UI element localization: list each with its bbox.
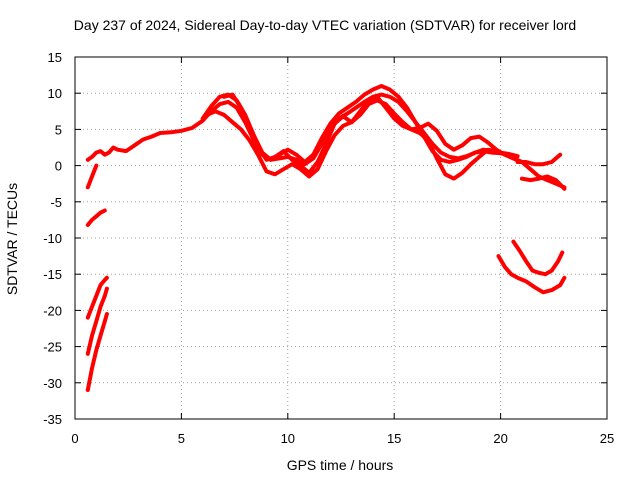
x-tick-label: 20 xyxy=(493,431,507,446)
grid xyxy=(75,57,607,419)
y-tick-label: -20 xyxy=(43,303,62,318)
series-track-9 xyxy=(85,275,109,320)
x-tick-label: 0 xyxy=(71,431,78,446)
series-track-7 xyxy=(85,163,99,190)
x-tick-label: 5 xyxy=(178,431,185,446)
series-track-10 xyxy=(85,286,109,356)
y-tick-label: 15 xyxy=(48,50,62,65)
y-tick-label: 10 xyxy=(48,86,62,101)
y-tick-label: 0 xyxy=(55,159,62,174)
x-tick-label: 10 xyxy=(281,431,295,446)
y-tick-label: -5 xyxy=(50,195,62,210)
series-track-13 xyxy=(511,239,565,277)
axis-ticks: 0 5 10 15 20 25 15 10 5 0 -5 -10 -15 -20 -25 -30 -35 xyxy=(43,50,614,446)
series-track-6 xyxy=(519,174,567,191)
series-layer xyxy=(85,84,567,392)
x-tick-label: 25 xyxy=(600,431,614,446)
series-track-5 xyxy=(515,152,563,167)
series-track-8 xyxy=(85,208,107,227)
y-axis-label: SDTVAR / TECUs xyxy=(4,183,20,295)
y-tick-label: -15 xyxy=(43,267,62,282)
series-track-11 xyxy=(85,312,109,392)
series-track-4 xyxy=(222,92,567,190)
y-tick-label: -10 xyxy=(43,231,62,246)
y-tick-label: -25 xyxy=(43,340,62,355)
y-tick-label: 5 xyxy=(55,122,62,137)
y-tick-label: -30 xyxy=(43,376,62,391)
y-tick-label: -35 xyxy=(43,412,62,427)
x-axis-label: GPS time / hours xyxy=(287,457,394,473)
chart-title: Day 237 of 2024, Sidereal Day-to-day VTE… xyxy=(74,17,576,33)
series-track-12 xyxy=(496,254,567,295)
x-tick-label: 15 xyxy=(387,431,401,446)
series-track-3 xyxy=(204,98,524,181)
